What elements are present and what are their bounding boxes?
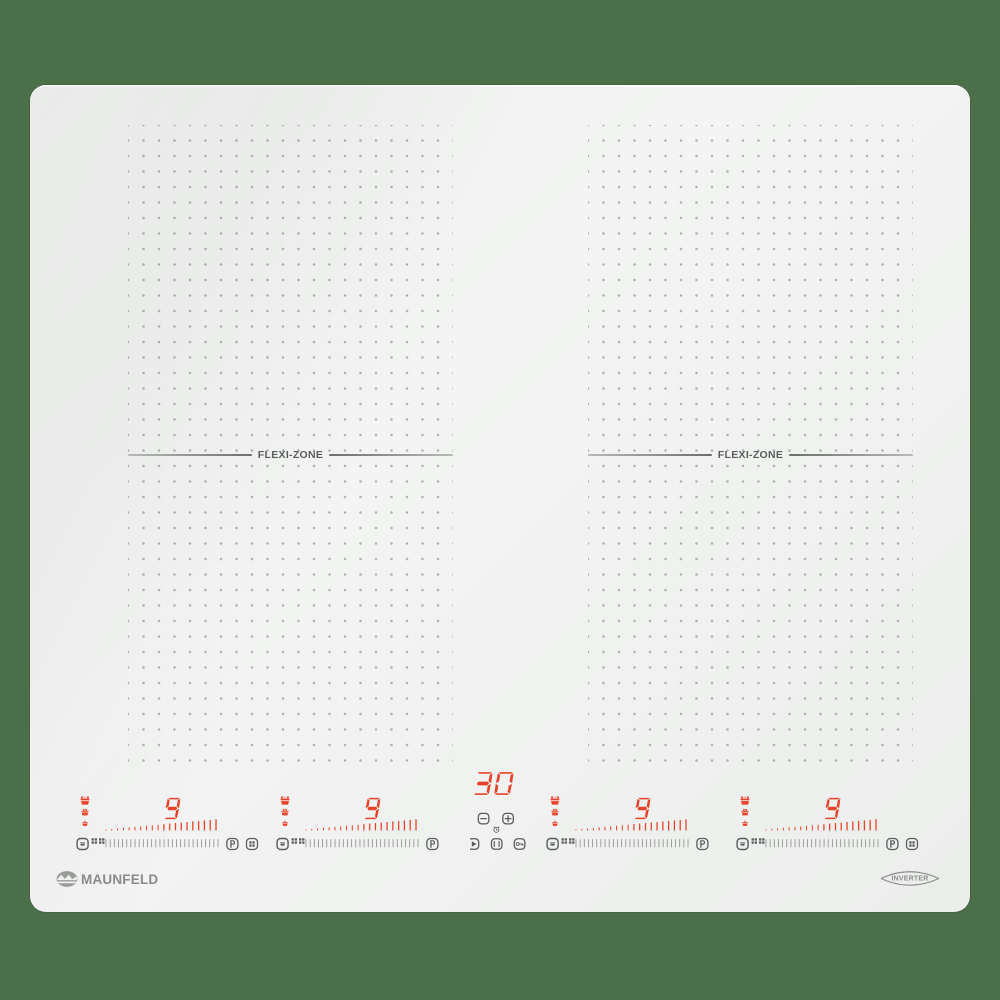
svg-text:MAUNFELD: MAUNFELD	[81, 872, 158, 887]
svg-text:INVERTER: INVERTER	[892, 876, 929, 883]
